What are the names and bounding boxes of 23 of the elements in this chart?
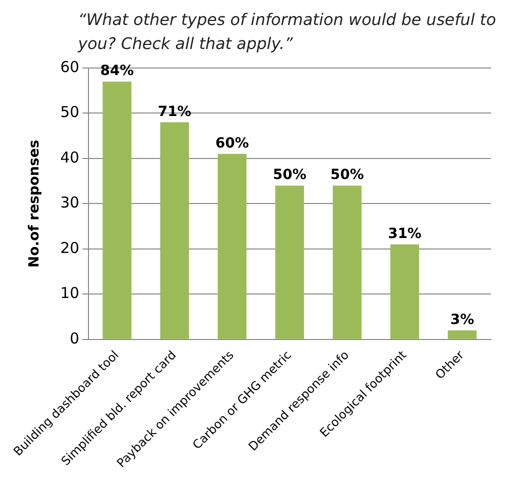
bar	[160, 122, 189, 339]
bar	[218, 154, 246, 339]
y-tick-label: 40	[60, 148, 80, 166]
annotation: 71%	[158, 104, 192, 120]
bar	[448, 330, 477, 339]
y-tick-label: 50	[60, 103, 80, 122]
bar	[102, 82, 132, 339]
annotation: 31%	[388, 226, 422, 242]
annotation: 60%	[215, 136, 249, 152]
y-axis-title: No.of responses	[26, 140, 42, 268]
y-tick-label: 20	[60, 238, 80, 257]
annotation: 50%	[272, 167, 306, 184]
y-tick-label: 60	[60, 58, 80, 76]
bar	[390, 244, 420, 339]
bar	[275, 186, 304, 339]
annotation: 50%	[330, 167, 364, 184]
y-tick-label: 0	[70, 329, 80, 348]
y-tick-label: 30	[60, 194, 80, 212]
chart-title: “What other types of information would be useful to you? Check all that apply.”	[76, 9, 497, 55]
annotation: 84%	[100, 63, 134, 80]
y-tick-label: 10	[60, 284, 80, 302]
annotation: 3%	[450, 312, 474, 328]
bar	[332, 186, 362, 339]
